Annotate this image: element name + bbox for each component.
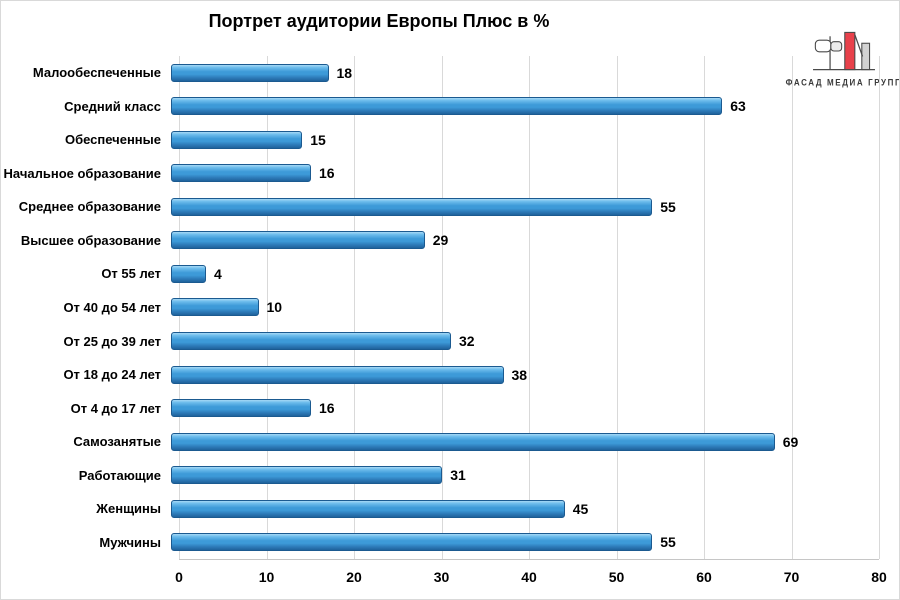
value-label: 16	[319, 400, 335, 417]
logo-text: ФАСАД МЕДИА ГРУПП	[785, 77, 900, 88]
bar-row: От 4 до 17 лет 16	[1, 391, 879, 425]
bar-rows: Малообеспеченные 18 Средний класс 63 Обеспеч…	[1, 56, 879, 559]
grid-line	[441, 56, 443, 559]
category-label: Средний класс	[64, 98, 161, 114]
category-label: Мужчины	[99, 534, 161, 550]
x-tick-label: 70	[783, 569, 800, 585]
category-label: Обеспеченные	[64, 132, 161, 148]
bar	[171, 231, 425, 250]
bar-row: Средний класс 63	[1, 90, 879, 124]
grid-line	[354, 56, 355, 559]
value-label: 32	[459, 333, 475, 350]
bar	[171, 432, 775, 451]
bar-row: От 18 до 24 лет 38	[1, 358, 879, 392]
bar-track: 55	[171, 190, 871, 224]
x-tick-label: 30	[433, 569, 450, 585]
bar	[171, 399, 311, 418]
x-tick-label: 50	[608, 569, 625, 585]
fasad-media-logo: ФАСАД МЕДИА ГРУПП	[786, 27, 899, 88]
x-tick-label: 10	[258, 569, 275, 585]
value-label: 69	[782, 433, 799, 450]
x-tick-label: 0	[175, 569, 183, 585]
bar	[171, 197, 653, 216]
value-label: 55	[660, 198, 676, 215]
value-label: 29	[432, 232, 449, 249]
bar-row: От 25 до 39 лет 32	[1, 324, 879, 358]
chart-title: Портрет аудитории Европы Плюс в %	[208, 11, 550, 31]
category-label: От 55 лет	[101, 266, 161, 282]
value-label: 55	[660, 534, 676, 551]
x-tick-label: 60	[696, 569, 712, 585]
value-label: 4	[214, 265, 222, 282]
x-tick-label: 80	[871, 569, 887, 585]
bar-track: 16	[171, 391, 871, 425]
bar-track: 29	[171, 224, 871, 258]
category-label: От 4 до 17 лет	[70, 400, 161, 416]
bar-row: От 40 до 54 лет 10	[1, 291, 879, 325]
bar-row: Начальное образование 16	[1, 157, 879, 191]
bar-track: 16	[171, 157, 871, 191]
bar-track: 15	[171, 123, 871, 157]
value-label: 63	[730, 98, 746, 115]
grid-line	[616, 56, 618, 559]
grid-line	[266, 56, 268, 559]
bar	[171, 264, 206, 283]
bar	[171, 130, 303, 149]
grid-line	[529, 56, 530, 559]
value-label: 10	[266, 299, 283, 316]
bar-row: Женщины 45	[1, 492, 879, 526]
bar-track: 32	[171, 324, 871, 358]
bar-track: 31	[171, 458, 871, 492]
bar-row: Малообеспеченные 18	[1, 56, 879, 90]
bar-track: 55	[171, 525, 871, 559]
value-label: 15	[310, 131, 326, 148]
grid-line	[791, 56, 793, 559]
bar-track: 4	[171, 257, 871, 291]
category-label: Начальное образование	[3, 165, 161, 181]
grid-line	[704, 56, 705, 559]
category-label: Работающие	[78, 467, 161, 483]
bar-track: 10	[171, 291, 871, 325]
category-label: Женщины	[96, 501, 161, 517]
bar	[171, 533, 653, 552]
bar-track: 38	[171, 358, 871, 392]
bar	[171, 499, 565, 518]
bar-row: Мужчины 55	[1, 525, 879, 559]
category-label: Самозанятые	[73, 434, 161, 450]
category-label: От 40 до 54 лет	[63, 299, 161, 315]
bar-row: От 55 лет 4	[1, 257, 879, 291]
bar-row: Высшее образование 29	[1, 224, 879, 258]
bar	[171, 164, 311, 183]
x-tick-label: 40	[521, 569, 537, 585]
category-label: Малообеспеченные	[32, 65, 161, 81]
category-label: Среднее образование	[18, 199, 161, 215]
category-label: Высшее образование	[20, 232, 161, 248]
value-label: 31	[450, 467, 466, 484]
bar	[171, 298, 259, 317]
value-label: 45	[572, 500, 589, 517]
bar	[171, 365, 504, 384]
bar-track: 45	[171, 492, 871, 526]
bar-row: Самозанятые 69	[1, 425, 879, 459]
value-label: 38	[511, 366, 528, 383]
bar	[171, 466, 443, 485]
category-label: От 25 до 39 лет	[63, 333, 161, 349]
grid-line	[879, 56, 880, 559]
bar-track: 63	[171, 90, 871, 124]
bar-row: Работающие 31	[1, 458, 879, 492]
bar-track: 69	[171, 425, 871, 459]
bar	[171, 97, 723, 116]
category-label: От 18 до 24 лет	[63, 367, 161, 383]
bar	[171, 332, 451, 351]
bar	[171, 63, 329, 82]
x-axis: 0 10 20 30 40 50 60 70 80	[175, 569, 887, 591]
value-label: 16	[319, 165, 335, 182]
fasad-media-logo-icon	[813, 31, 875, 71]
value-label: 18	[336, 64, 353, 81]
bar-row: Среднее образование 55	[1, 190, 879, 224]
bar-row: Обеспеченные 15	[1, 123, 879, 157]
bar-track: 18	[171, 56, 871, 90]
x-tick-label: 20	[346, 569, 362, 585]
